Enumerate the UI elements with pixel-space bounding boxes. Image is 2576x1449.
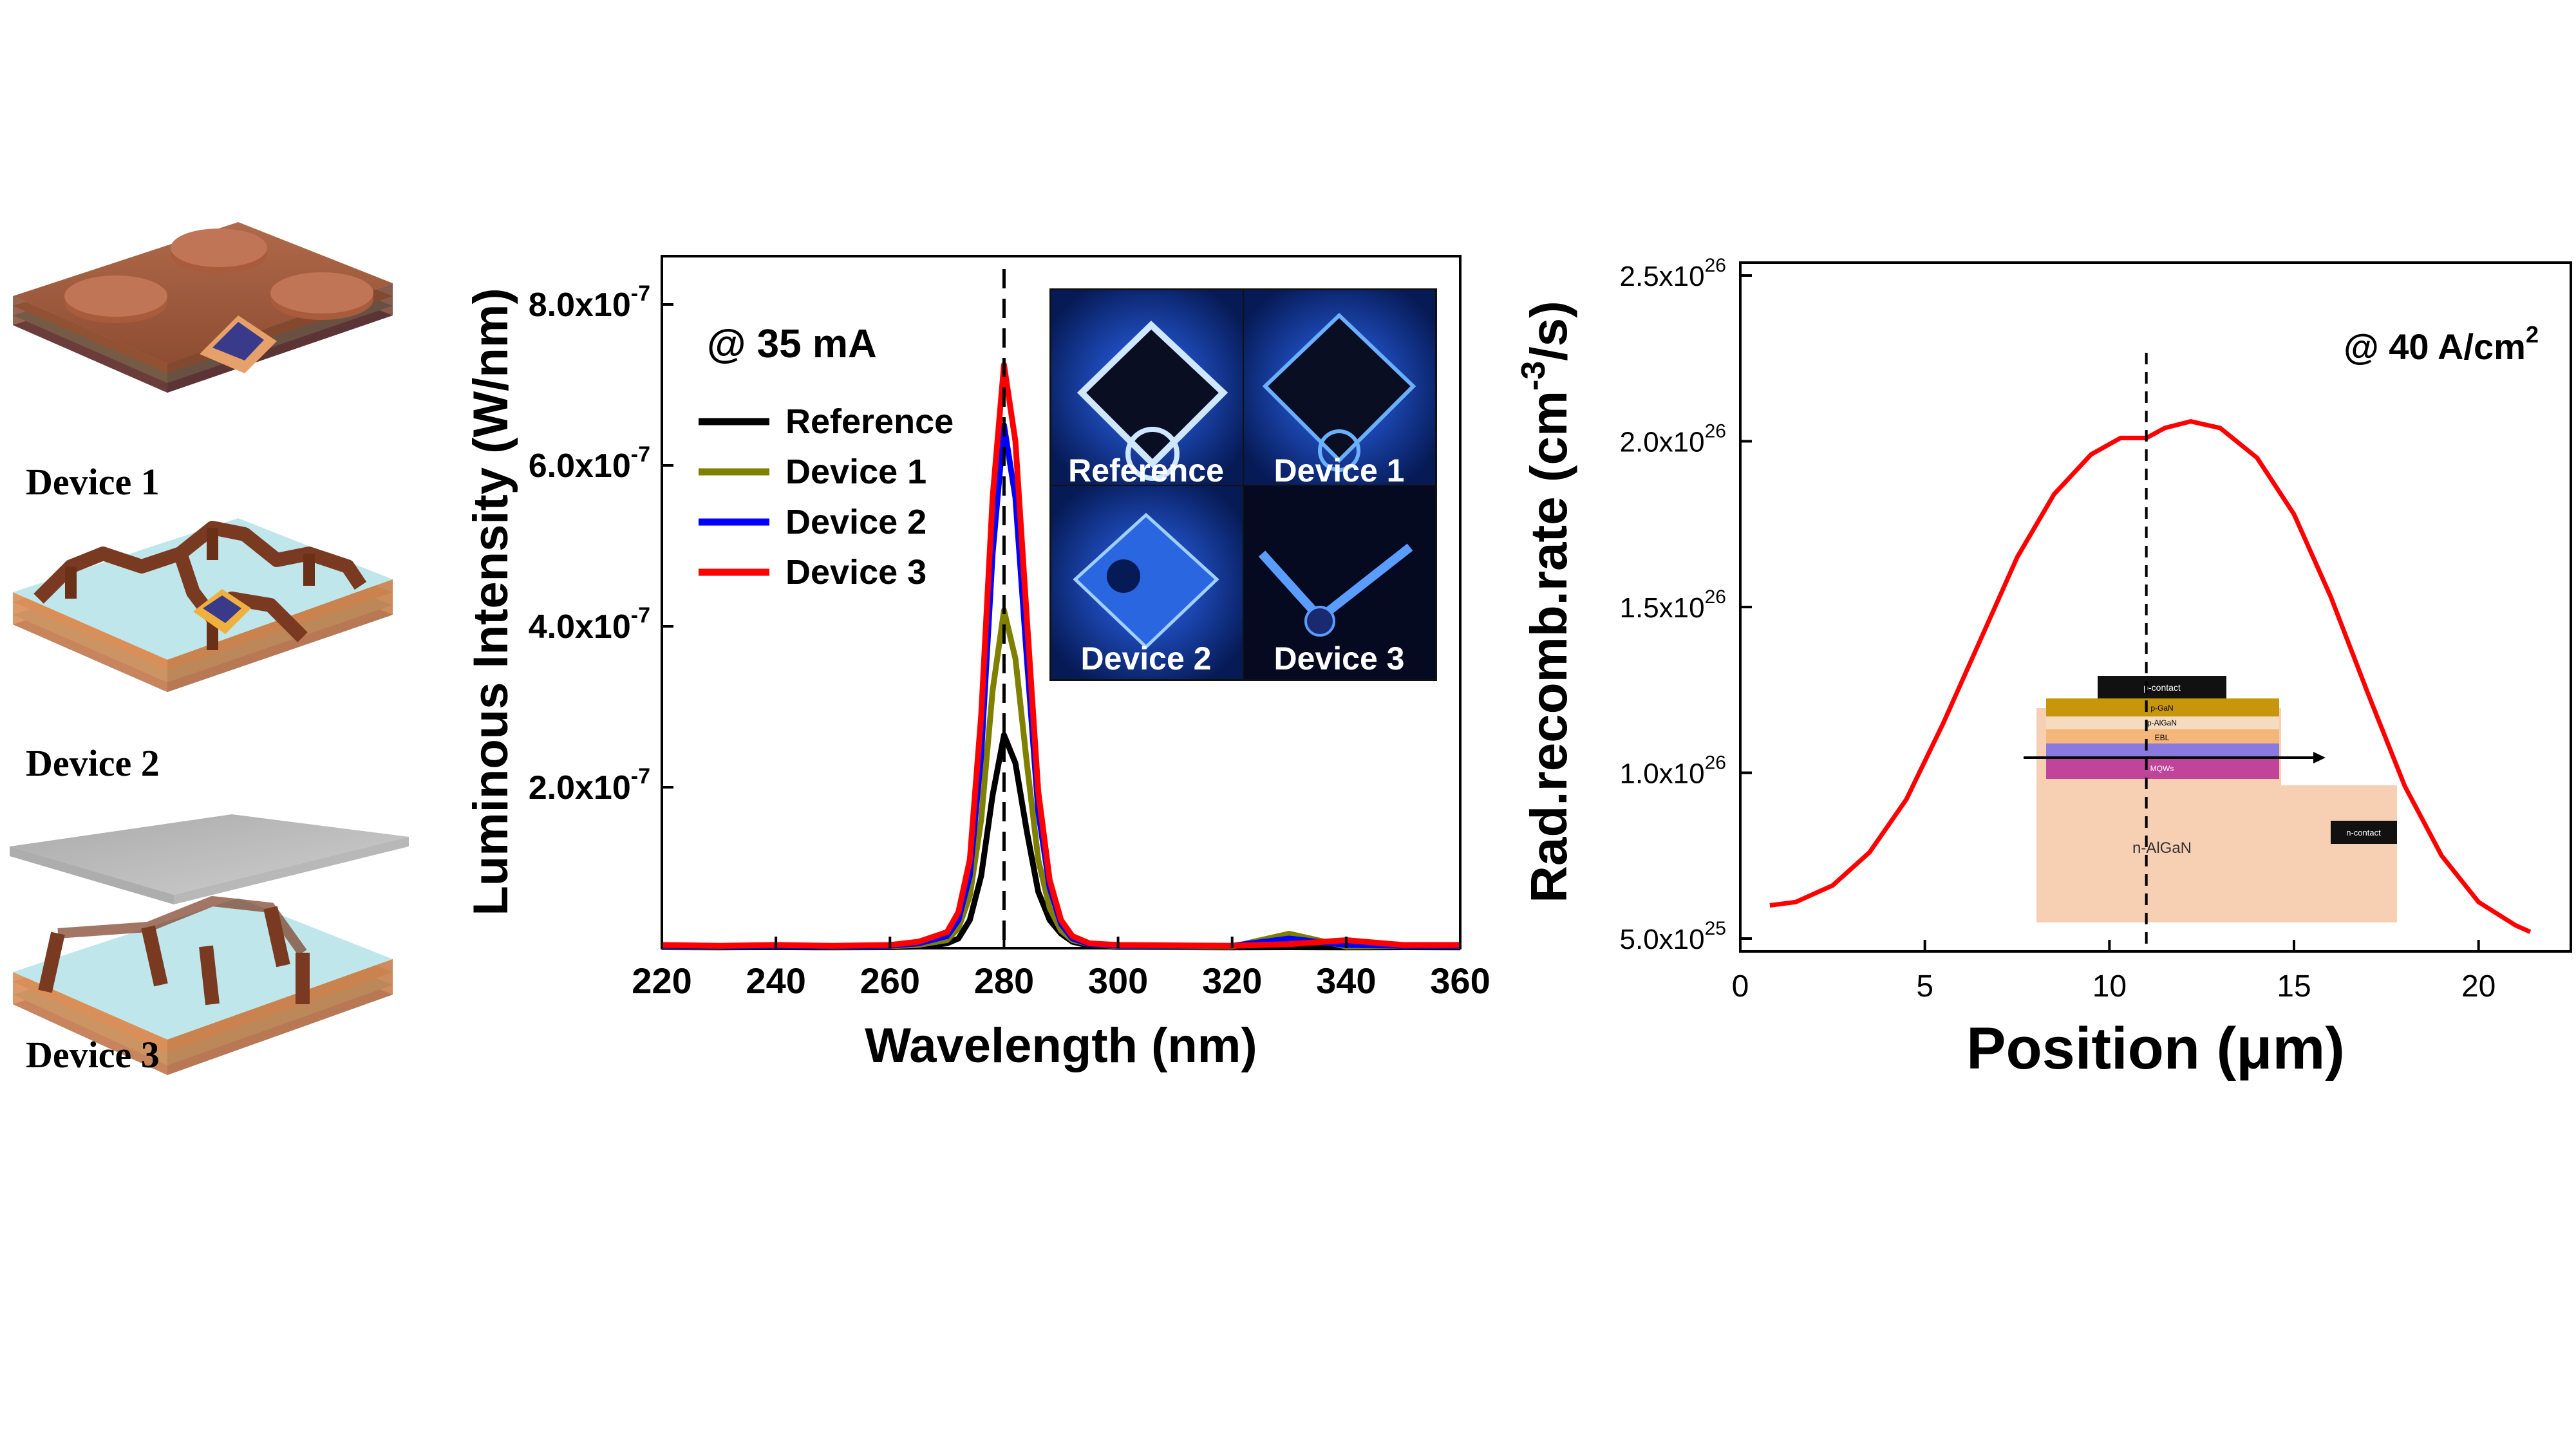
- chart2-x-tick-label: 15: [2277, 969, 2311, 1004]
- device-1-illustration: Device 1: [13, 222, 393, 503]
- chart1-annotation: @ 35 mA: [707, 322, 877, 366]
- chart1-y-tick-label: 6.0x10-7: [529, 442, 650, 485]
- chart1-legend: Reference Device 1 Device 2 Device 3: [699, 402, 954, 592]
- inset-layer-p-algan: p-AlGaN: [2147, 718, 2177, 727]
- luminous-intensity-chart: 220 240 260 280 300 320 340 360 2.0x10-7 4.0x10-…: [464, 255, 1490, 1073]
- chart2-y-tick-label: 2.0x1026: [1620, 421, 1726, 458]
- inset-layer-p-contact: p-contact: [2143, 682, 2181, 693]
- chart1-legend-label-0: Reference: [785, 402, 954, 441]
- chart1-inset-photos: Reference Device 1 Device 2 Device 3: [1049, 288, 1437, 681]
- inset-label-device-2: Device 2: [1081, 640, 1212, 677]
- inset-layer-p-gan: p-GaN: [2150, 704, 2173, 713]
- chart1-x-tick-label: 240: [746, 960, 805, 1001]
- chart1-series-line-3: [661, 362, 1460, 949]
- chart2-inset-cross-section: p-contact p-GaN p-AlGaN EBL MQWs n-AlGaN…: [2024, 676, 2397, 922]
- chart1-legend-label-2: Device 2: [785, 503, 926, 541]
- inset-photo-device-2: Device 2: [1051, 486, 1243, 679]
- chart1-x-ticks: 220 240 260 280 300 320 340 360: [632, 937, 1490, 1001]
- chart1-x-tick-label: 300: [1088, 960, 1148, 1001]
- chart1-y-tick-label: 2.0x10-7: [529, 764, 650, 807]
- chart2-y-label-sup: -3: [1515, 361, 1552, 391]
- chart1-x-tick-label: 360: [1430, 960, 1490, 1001]
- chart1-legend-label-3: Device 3: [785, 553, 926, 592]
- chart1-x-tick-label: 340: [1316, 960, 1376, 1001]
- device-3-illustration: Device 3: [10, 814, 409, 1076]
- chart2-annotation-sup: 2: [2526, 321, 2539, 348]
- chart1-x-tick-label: 280: [974, 960, 1034, 1001]
- inset-photo-reference: Reference: [1051, 290, 1243, 489]
- chart2-series-group: [1769, 419, 2532, 934]
- chart2-y-tick-label: 1.5x1026: [1620, 586, 1726, 624]
- chart2-annotation: @ 40 A/cm2: [2344, 321, 2539, 367]
- inset-label-reference: Reference: [1068, 453, 1224, 489]
- chart1-x-tick-label: 220: [632, 960, 691, 1001]
- chart2-series-line-0: [1769, 419, 2532, 934]
- device-2-label: Device 2: [26, 742, 160, 784]
- inset-layer-mqws: MQWs: [2150, 764, 2174, 773]
- inset-layer-n-contact: n-contact: [2346, 828, 2381, 837]
- chart1-x-tick-label: 260: [860, 960, 920, 1001]
- inset-photo-device-3: Device 3: [1244, 486, 1435, 679]
- chart1-series-group: [661, 362, 1461, 951]
- chart1-y-tick-label: 4.0x10-7: [529, 603, 650, 646]
- chart2-x-tick-label: 0: [1732, 969, 1749, 1004]
- chart2-y-label-main: Rad.recomb.rate (cm: [1520, 391, 1577, 903]
- inset-label-device-3: Device 3: [1274, 640, 1405, 677]
- chart2-x-tick-label: 20: [2461, 969, 2496, 1004]
- chart2-x-tick-label: 10: [2092, 969, 2127, 1004]
- inset-layer-n-algan: n-AlGaN: [2132, 839, 2192, 857]
- chart2-y-ticks: 5.0x1025 1.0x1026 1.5x1026 2.0x1026 2.5x1026: [1620, 255, 1752, 955]
- chart2-y-tick-label: 1.0x1026: [1620, 753, 1726, 790]
- chart2-x-axis-label: Position (μm): [1966, 1016, 2345, 1081]
- chart1-y-ticks: 2.0x10-7 4.0x10-7 6.0x10-7 8.0x10-7: [529, 281, 673, 807]
- chart1-legend-label-1: Device 1: [785, 453, 926, 491]
- radiative-recombination-chart: p-contact p-GaN p-AlGaN EBL MQWs n-AlGaN…: [1515, 255, 2572, 1081]
- chart1-y-tick-label: 8.0x10-7: [529, 281, 650, 324]
- device-3-label: Device 3: [26, 1034, 160, 1076]
- inset-layer-ebl: EBL: [2155, 733, 2170, 742]
- chart2-x-tick-label: 5: [1916, 969, 1933, 1004]
- inset-photo-device-1: Device 1: [1244, 290, 1435, 489]
- chart2-y-label-end: /s): [1520, 301, 1577, 360]
- chart1-x-tick-label: 320: [1202, 960, 1262, 1001]
- chart1-y-axis-label: Luminous Intensity (W/nm): [464, 288, 518, 915]
- chart2-y-tick-label: 5.0x1025: [1620, 918, 1726, 955]
- chart2-y-tick-label: 2.5x1026: [1620, 255, 1726, 292]
- chart1-x-axis-label: Wavelength (nm): [865, 1018, 1257, 1073]
- chart2-x-ticks: 0 5 10 15 20: [1732, 940, 2496, 1004]
- chart2-y-axis-label: Rad.recomb.rate (cm-3/s): [1515, 301, 1577, 902]
- inset-label-device-1: Device 1: [1274, 453, 1405, 489]
- device-1-label: Device 1: [26, 461, 160, 503]
- device-2-illustration: Device 2: [13, 518, 393, 784]
- chart2-annotation-main: @ 40 A/cm: [2344, 326, 2526, 367]
